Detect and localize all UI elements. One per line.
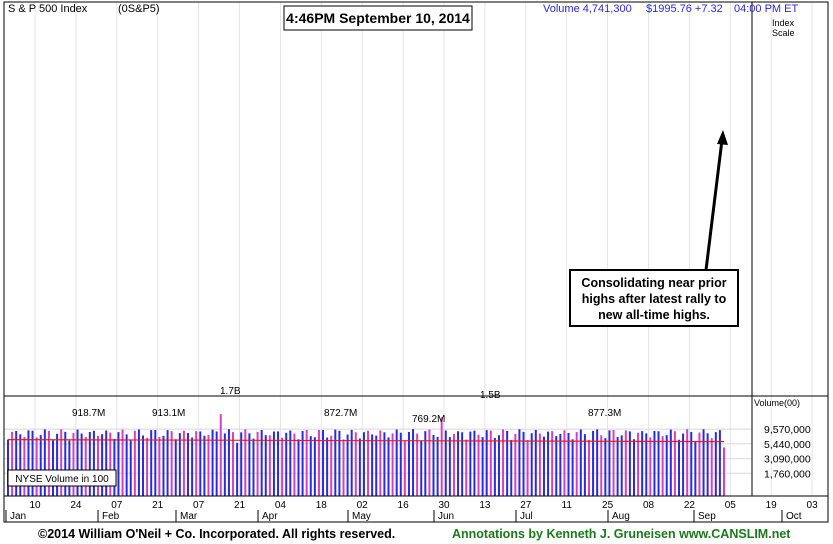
volume-tick-label: 9,570,000 — [764, 424, 811, 436]
volume-tick-label: 5,440,000 — [764, 439, 811, 451]
month-label: Jul — [520, 511, 533, 522]
month-label: Feb — [102, 511, 120, 522]
date-tick-label: 21 — [234, 500, 246, 511]
date-tick-label: 16 — [398, 500, 410, 511]
copyright-text: ©2014 William O'Neil + Co. Incorporated.… — [38, 527, 396, 541]
volume-tick-label: 1,760,000 — [764, 468, 811, 480]
date-tick-label: 24 — [70, 500, 82, 511]
date-tick-label: 27 — [520, 500, 532, 511]
date-tick-label: 25 — [602, 500, 614, 511]
month-label: Mar — [180, 511, 198, 522]
volume-callout-label: 1.7B — [220, 386, 241, 397]
date-tick-label: 18 — [316, 500, 328, 511]
date-tick-label: 05 — [725, 500, 737, 511]
annotation-callout: Consolidating near prior highs after late… — [569, 130, 739, 327]
timestamp-text: 4:46PM September 10, 2014 — [286, 10, 470, 26]
annotation-arrowhead — [717, 130, 728, 145]
date-tick-label: 30 — [438, 500, 450, 511]
month-label: Jun — [438, 511, 454, 522]
date-tick-label: 11 — [562, 500, 573, 511]
month-label: Sep — [698, 511, 716, 522]
volume-callout-label: 1.5B — [480, 390, 501, 401]
month-label: Jan — [10, 511, 26, 522]
time-text: 04:00 PM ET — [734, 3, 798, 15]
date-axis-frame — [3, 495, 829, 523]
date-tick-label: 07 — [193, 500, 205, 511]
date-tick-label: 22 — [684, 500, 696, 511]
annotation-box — [569, 269, 739, 327]
volume-callout-label: 769.2M — [412, 414, 445, 425]
date-tick-label: 13 — [479, 500, 491, 511]
month-label: Aug — [612, 511, 630, 522]
scale-label: Index Scale — [772, 18, 795, 38]
date-tick-label: 08 — [643, 500, 655, 511]
volume-legend: NYSE Volume in 100 — [7, 469, 117, 487]
volume-axis-title: Volume(00) — [754, 398, 800, 408]
symbol-text: (0S&P5) — [118, 3, 160, 15]
date-tick-label: 19 — [766, 500, 778, 511]
date-tick-label: 10 — [29, 500, 41, 511]
timestamp-box: 4:46PM September 10, 2014 — [283, 5, 473, 31]
annotation-text: Consolidating near prior highs after late… — [581, 276, 726, 322]
volume-callout-label: 918.7M — [72, 408, 105, 419]
credit-text: Annotations by Kenneth J. Gruneisen www.… — [452, 527, 791, 541]
volume-text: Volume 4,741,300 — [543, 3, 632, 15]
volume-average-line — [7, 439, 725, 443]
date-tick-label: 07 — [111, 500, 123, 511]
price-text: $1995.76 +7.32 — [646, 3, 723, 15]
month-label: May — [352, 511, 371, 522]
date-tick-label: 21 — [152, 500, 164, 511]
month-label: Apr — [262, 511, 278, 522]
annotation-arrow — [704, 139, 724, 271]
date-tick-label: 02 — [357, 500, 369, 511]
month-label: Oct — [786, 511, 802, 522]
volume-callout-label: 872.7M — [324, 408, 357, 419]
volume-tick-label: 3,090,000 — [764, 454, 811, 466]
volume-callout-label: 913.1M — [152, 408, 185, 419]
volume-callout-label: 877.3M — [588, 408, 621, 419]
volume-legend-text: NYSE Volume in 100 — [15, 474, 109, 485]
date-tick-label: 03 — [807, 500, 819, 511]
date-tick-label: 04 — [275, 500, 287, 511]
footer: ©2014 William O'Neil + Co. Incorporated.… — [0, 524, 833, 544]
index-name: S & P 500 Index — [8, 3, 88, 15]
